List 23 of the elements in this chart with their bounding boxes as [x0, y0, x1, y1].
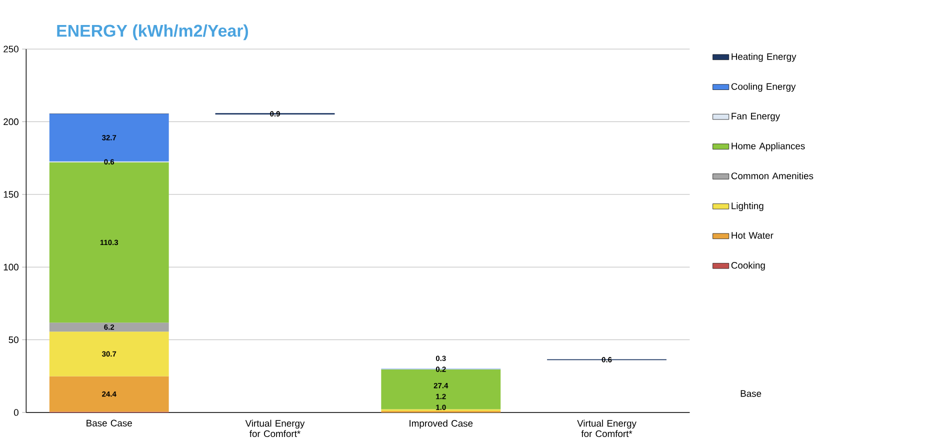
legend-label: Fan Energy [732, 112, 780, 122]
bar [49, 331, 169, 376]
legend-label: Hot Water [732, 232, 774, 239]
legend-label: Lighting [732, 202, 764, 211]
y-tick-label: 50 [8, 336, 18, 343]
legend-label: Common Amenities [731, 172, 814, 180]
y-tick-label: 0 [14, 408, 18, 416]
x-tick-label: Virtual Energy for Comfort* [245, 420, 305, 437]
x-tick-label: Base Case [86, 420, 132, 426]
legend-label: Cooking [731, 262, 765, 270]
chart-title: ENERGY (kWh/m2/Year) [57, 24, 248, 40]
y-tick-label: 100 [4, 264, 18, 270]
bar [49, 322, 169, 332]
y-tick-label: 150 [4, 190, 18, 198]
legend-label: Cooling Energy [731, 82, 796, 92]
legend-label: Home Appliances [732, 142, 805, 151]
bar [49, 376, 169, 412]
legend-label: Heating Energy [732, 52, 796, 62]
y-tick-label: 200 [4, 118, 18, 125]
x-tick-label: Improved Case [410, 420, 473, 428]
y-tick-label: 250 [4, 46, 18, 52]
x-tick-label: Virtual Energy for Comfort* [577, 420, 636, 437]
text: Base [740, 390, 762, 397]
